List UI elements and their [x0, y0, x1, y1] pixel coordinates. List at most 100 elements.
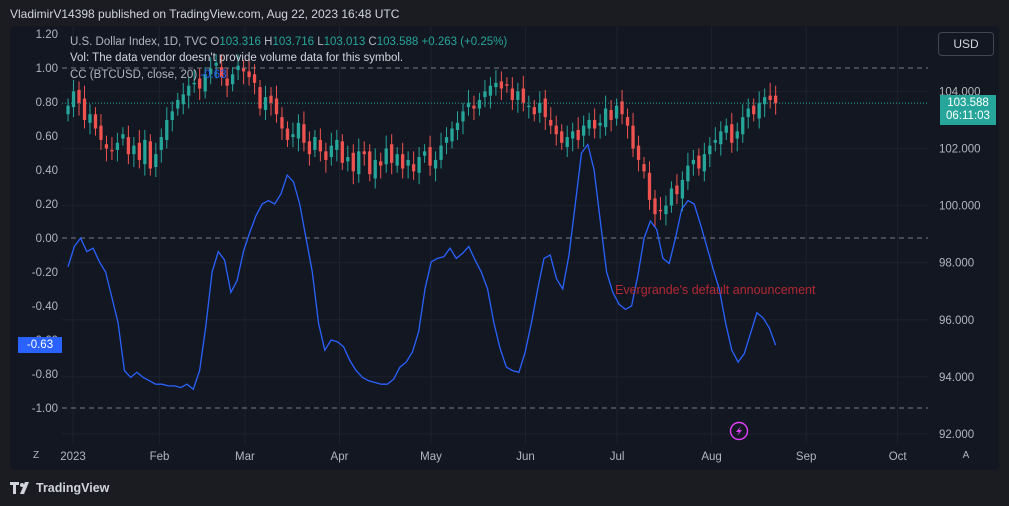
candle-body	[466, 102, 471, 108]
candle-body	[680, 179, 685, 199]
candle-body	[538, 102, 542, 113]
price-axis-tick: 92.000	[939, 429, 974, 441]
price-axis-tick: 98.000	[939, 258, 974, 270]
candle-body	[505, 84, 509, 86]
candle-body	[181, 94, 185, 105]
candle-body	[159, 137, 163, 150]
candle-body	[214, 62, 218, 66]
price-axis-tick: 96.000	[939, 315, 974, 327]
candle-body	[263, 97, 268, 110]
cc-axis-tick: 0.80	[36, 97, 58, 109]
candle-body	[521, 88, 525, 103]
candle-body	[274, 98, 279, 115]
candle-body	[236, 65, 240, 70]
lightning-icon	[736, 426, 742, 436]
candle-body	[137, 142, 142, 160]
candle-body	[494, 82, 498, 88]
candle-body	[143, 139, 147, 165]
candle-body	[329, 145, 333, 158]
chart-area[interactable]: 92.000 94.000 96.000 98.000 100.000 102.000 10…	[10, 26, 999, 470]
candle-body	[669, 188, 674, 206]
candle-body	[439, 145, 443, 160]
legend-high: 103.716	[272, 36, 315, 48]
candle-body	[170, 111, 174, 120]
candle-body	[241, 68, 246, 72]
candle-body	[488, 85, 493, 96]
candle-body	[724, 125, 728, 133]
candle-body	[324, 151, 328, 160]
last-price-badge: 103.588 06:11:03	[940, 95, 996, 126]
candle-body	[450, 128, 454, 142]
legend-cc-value: -0.63	[200, 69, 227, 81]
annotation-text: Evergrande's default announcement	[615, 283, 816, 297]
candle-body	[571, 131, 575, 139]
candle-body	[390, 144, 394, 163]
auto-scale-toggle[interactable]: A	[962, 450, 970, 461]
candle-body	[88, 114, 92, 123]
cc-axis-tick: 1.00	[36, 63, 58, 75]
candle-body	[741, 117, 745, 135]
event-icon	[729, 421, 749, 441]
candle-body	[560, 131, 564, 143]
chart-canvas[interactable]: 92.000 94.000 96.000 98.000 100.000 102.000 10…	[10, 26, 999, 470]
candle-body	[576, 129, 580, 140]
candle-body	[93, 114, 98, 129]
candle-body	[395, 154, 399, 166]
legend-volume-note: Vol: The data vendor doesn't provide vol…	[70, 52, 404, 64]
currency-button[interactable]: USD	[938, 32, 994, 56]
cc-axis-tick: -1.00	[32, 403, 58, 415]
candle-body	[401, 154, 405, 169]
tradingview-logo[interactable]: TradingView	[10, 481, 109, 495]
candle-body	[176, 99, 180, 109]
candle-body	[746, 108, 750, 118]
candle-body	[461, 111, 465, 122]
candle-body	[587, 119, 591, 129]
tradingview-logo-icon	[10, 482, 29, 494]
candle-body	[154, 154, 158, 168]
candle-body	[192, 82, 196, 85]
candle-body	[510, 88, 515, 100]
candle-body	[422, 151, 427, 156]
candle-body	[71, 91, 76, 108]
candle-body	[549, 119, 553, 126]
legend-main: U.S. Dollar Index, 1D, TVC O103.316 H103…	[70, 36, 507, 48]
publisher-line: VladimirV14398 published on TradingView.…	[10, 7, 400, 21]
candle-body	[763, 97, 767, 105]
cc-axis-tick: 0.60	[36, 131, 58, 143]
bar-countdown: 06:11:03	[946, 110, 990, 123]
candle-body	[719, 131, 723, 145]
candle-body	[198, 78, 202, 89]
candle-body	[362, 151, 366, 155]
cc-axis-tick: -0.80	[32, 369, 58, 381]
legend-change: +0.263 (+0.25%)	[421, 36, 508, 48]
candle-body	[115, 142, 120, 150]
cc-axis-tick: 0.20	[36, 199, 58, 211]
candle-body	[411, 164, 416, 172]
candle-body	[554, 125, 558, 135]
candle-body	[258, 87, 262, 109]
candle-body	[335, 139, 339, 150]
candle-body	[730, 124, 734, 143]
candle-body	[357, 151, 361, 175]
cc-axis-tick: 0.40	[36, 165, 58, 177]
candle-body	[702, 154, 706, 172]
log-scale-toggle[interactable]: Z	[32, 450, 40, 461]
last-price-value: 103.588	[947, 97, 989, 110]
candle-body	[104, 144, 109, 149]
candle-body	[307, 141, 312, 155]
cc-axis-tick: -0.40	[32, 301, 58, 313]
candle-body	[647, 172, 652, 200]
time-axis-tick: Feb	[150, 451, 170, 463]
candle-body	[735, 131, 739, 139]
cc-axis-tick: -0.20	[32, 267, 58, 279]
candle-body	[697, 155, 701, 169]
candle-body	[219, 67, 224, 78]
candle-body	[620, 101, 624, 115]
cc-last-value-badge: -0.63	[18, 337, 62, 354]
legend-open: 103.316	[219, 36, 261, 48]
candle-body	[77, 89, 81, 103]
candle-body	[609, 109, 613, 120]
candle-body	[582, 125, 586, 136]
candle-body	[340, 141, 344, 163]
candle-body	[614, 105, 619, 119]
